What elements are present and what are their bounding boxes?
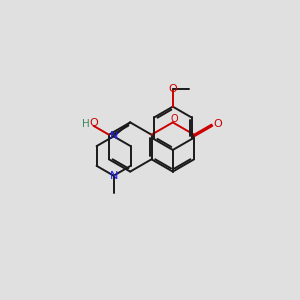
Text: O: O bbox=[170, 113, 178, 124]
Text: N: N bbox=[110, 171, 118, 181]
Text: N: N bbox=[110, 131, 118, 141]
Text: O: O bbox=[214, 119, 223, 129]
Text: O: O bbox=[90, 118, 98, 128]
Text: O: O bbox=[168, 84, 177, 94]
Text: H: H bbox=[82, 119, 90, 129]
